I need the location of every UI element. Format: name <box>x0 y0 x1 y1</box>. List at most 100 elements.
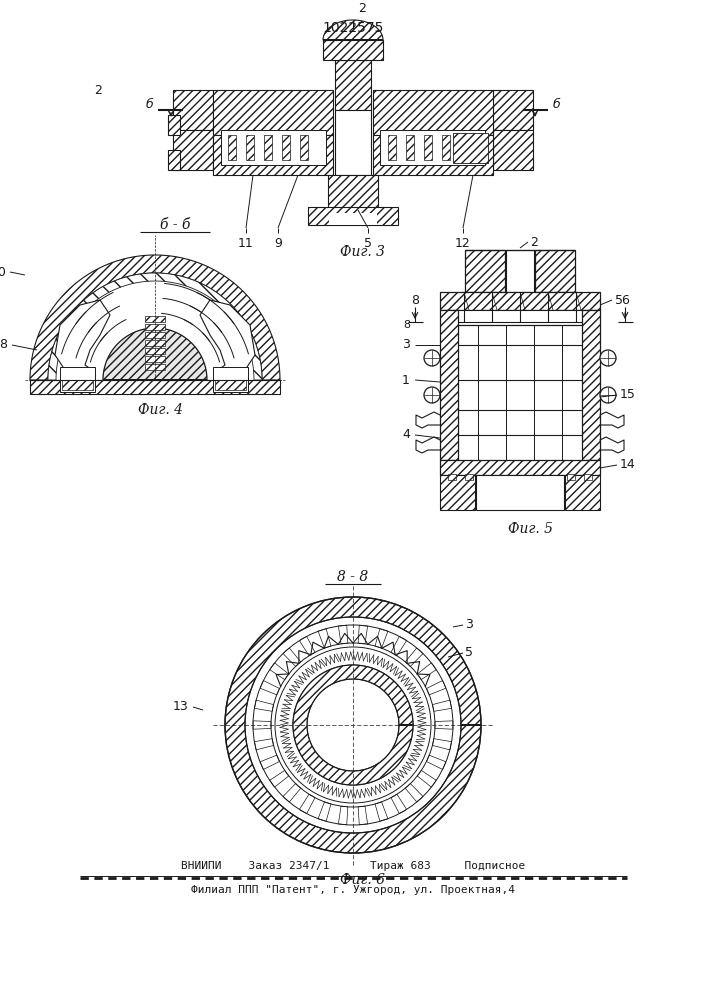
Polygon shape <box>253 721 271 729</box>
Polygon shape <box>55 300 110 372</box>
Text: 10: 10 <box>0 265 7 278</box>
Polygon shape <box>433 739 452 750</box>
Text: 3: 3 <box>465 618 473 632</box>
Polygon shape <box>465 474 473 480</box>
Text: Фиг. 5: Фиг. 5 <box>508 522 552 536</box>
Text: 9: 9 <box>274 237 282 250</box>
Polygon shape <box>440 292 600 310</box>
Polygon shape <box>493 130 533 170</box>
Text: Фиг. 6: Фиг. 6 <box>341 873 385 887</box>
Polygon shape <box>282 135 290 160</box>
Polygon shape <box>300 135 308 160</box>
Text: 11: 11 <box>238 237 254 250</box>
Circle shape <box>600 387 616 403</box>
Text: 5: 5 <box>364 237 372 250</box>
Text: 4: 4 <box>402 428 410 442</box>
Polygon shape <box>145 356 165 362</box>
Polygon shape <box>48 273 262 380</box>
Text: б: б <box>145 99 153 111</box>
Polygon shape <box>465 250 505 292</box>
Polygon shape <box>426 755 446 769</box>
Text: 13: 13 <box>173 700 188 714</box>
Polygon shape <box>145 364 165 370</box>
Polygon shape <box>493 90 533 130</box>
Text: 5: 5 <box>615 294 623 306</box>
Polygon shape <box>582 310 600 460</box>
Polygon shape <box>283 784 300 802</box>
Polygon shape <box>300 636 315 656</box>
Polygon shape <box>30 380 280 394</box>
Polygon shape <box>339 625 348 644</box>
Polygon shape <box>388 135 396 160</box>
Polygon shape <box>255 739 274 750</box>
Text: Филиал ППП "Патент", г. Ужгород, ул. Проектная,4: Филиал ППП "Патент", г. Ужгород, ул. Про… <box>191 885 515 895</box>
Polygon shape <box>440 460 600 475</box>
Polygon shape <box>417 770 436 787</box>
Polygon shape <box>213 367 248 392</box>
Polygon shape <box>375 802 388 821</box>
Polygon shape <box>453 133 488 163</box>
Polygon shape <box>145 324 165 330</box>
Polygon shape <box>213 135 333 175</box>
Polygon shape <box>339 806 348 825</box>
Text: 2: 2 <box>94 84 102 97</box>
Polygon shape <box>375 629 388 648</box>
Polygon shape <box>269 770 288 787</box>
Polygon shape <box>391 794 407 814</box>
Polygon shape <box>300 794 315 814</box>
Text: 2: 2 <box>358 2 366 15</box>
Polygon shape <box>358 625 368 644</box>
Text: Фиг. 4: Фиг. 4 <box>137 403 182 417</box>
Polygon shape <box>255 700 274 711</box>
Polygon shape <box>426 681 446 695</box>
Text: б: б <box>553 99 561 111</box>
Text: 1022575: 1022575 <box>322 21 384 35</box>
Polygon shape <box>269 663 288 680</box>
Polygon shape <box>103 328 207 380</box>
Polygon shape <box>168 115 180 135</box>
Polygon shape <box>228 135 236 160</box>
Polygon shape <box>358 806 368 825</box>
Text: 14: 14 <box>620 458 636 472</box>
Polygon shape <box>476 475 564 510</box>
Polygon shape <box>62 380 93 390</box>
Text: 12: 12 <box>455 237 471 250</box>
Polygon shape <box>584 474 592 480</box>
Polygon shape <box>318 802 331 821</box>
Polygon shape <box>293 665 413 785</box>
Polygon shape <box>405 784 423 802</box>
Polygon shape <box>260 755 279 769</box>
Circle shape <box>424 350 440 366</box>
Text: 2: 2 <box>530 235 538 248</box>
Polygon shape <box>318 629 331 648</box>
Circle shape <box>424 387 440 403</box>
Polygon shape <box>567 474 575 480</box>
Polygon shape <box>335 110 371 175</box>
Polygon shape <box>435 721 453 729</box>
Polygon shape <box>448 474 456 480</box>
Polygon shape <box>145 340 165 346</box>
Text: 8 - 8: 8 - 8 <box>337 570 368 584</box>
Polygon shape <box>323 20 383 40</box>
Text: б - б: б - б <box>160 218 190 232</box>
Text: 8: 8 <box>411 294 419 306</box>
Text: 6: 6 <box>621 294 629 306</box>
Polygon shape <box>405 648 423 666</box>
Polygon shape <box>506 250 534 292</box>
Polygon shape <box>168 150 180 170</box>
Polygon shape <box>260 681 279 695</box>
Text: 3: 3 <box>402 338 410 352</box>
Polygon shape <box>335 60 371 110</box>
Polygon shape <box>145 332 165 338</box>
Polygon shape <box>221 130 326 165</box>
Polygon shape <box>145 348 165 354</box>
Text: 15: 15 <box>620 388 636 401</box>
Polygon shape <box>60 367 95 392</box>
Polygon shape <box>283 648 300 666</box>
Text: 8: 8 <box>403 320 410 330</box>
Polygon shape <box>213 90 333 135</box>
Polygon shape <box>535 250 575 292</box>
Polygon shape <box>380 130 485 165</box>
Polygon shape <box>440 475 475 510</box>
Polygon shape <box>173 90 213 130</box>
